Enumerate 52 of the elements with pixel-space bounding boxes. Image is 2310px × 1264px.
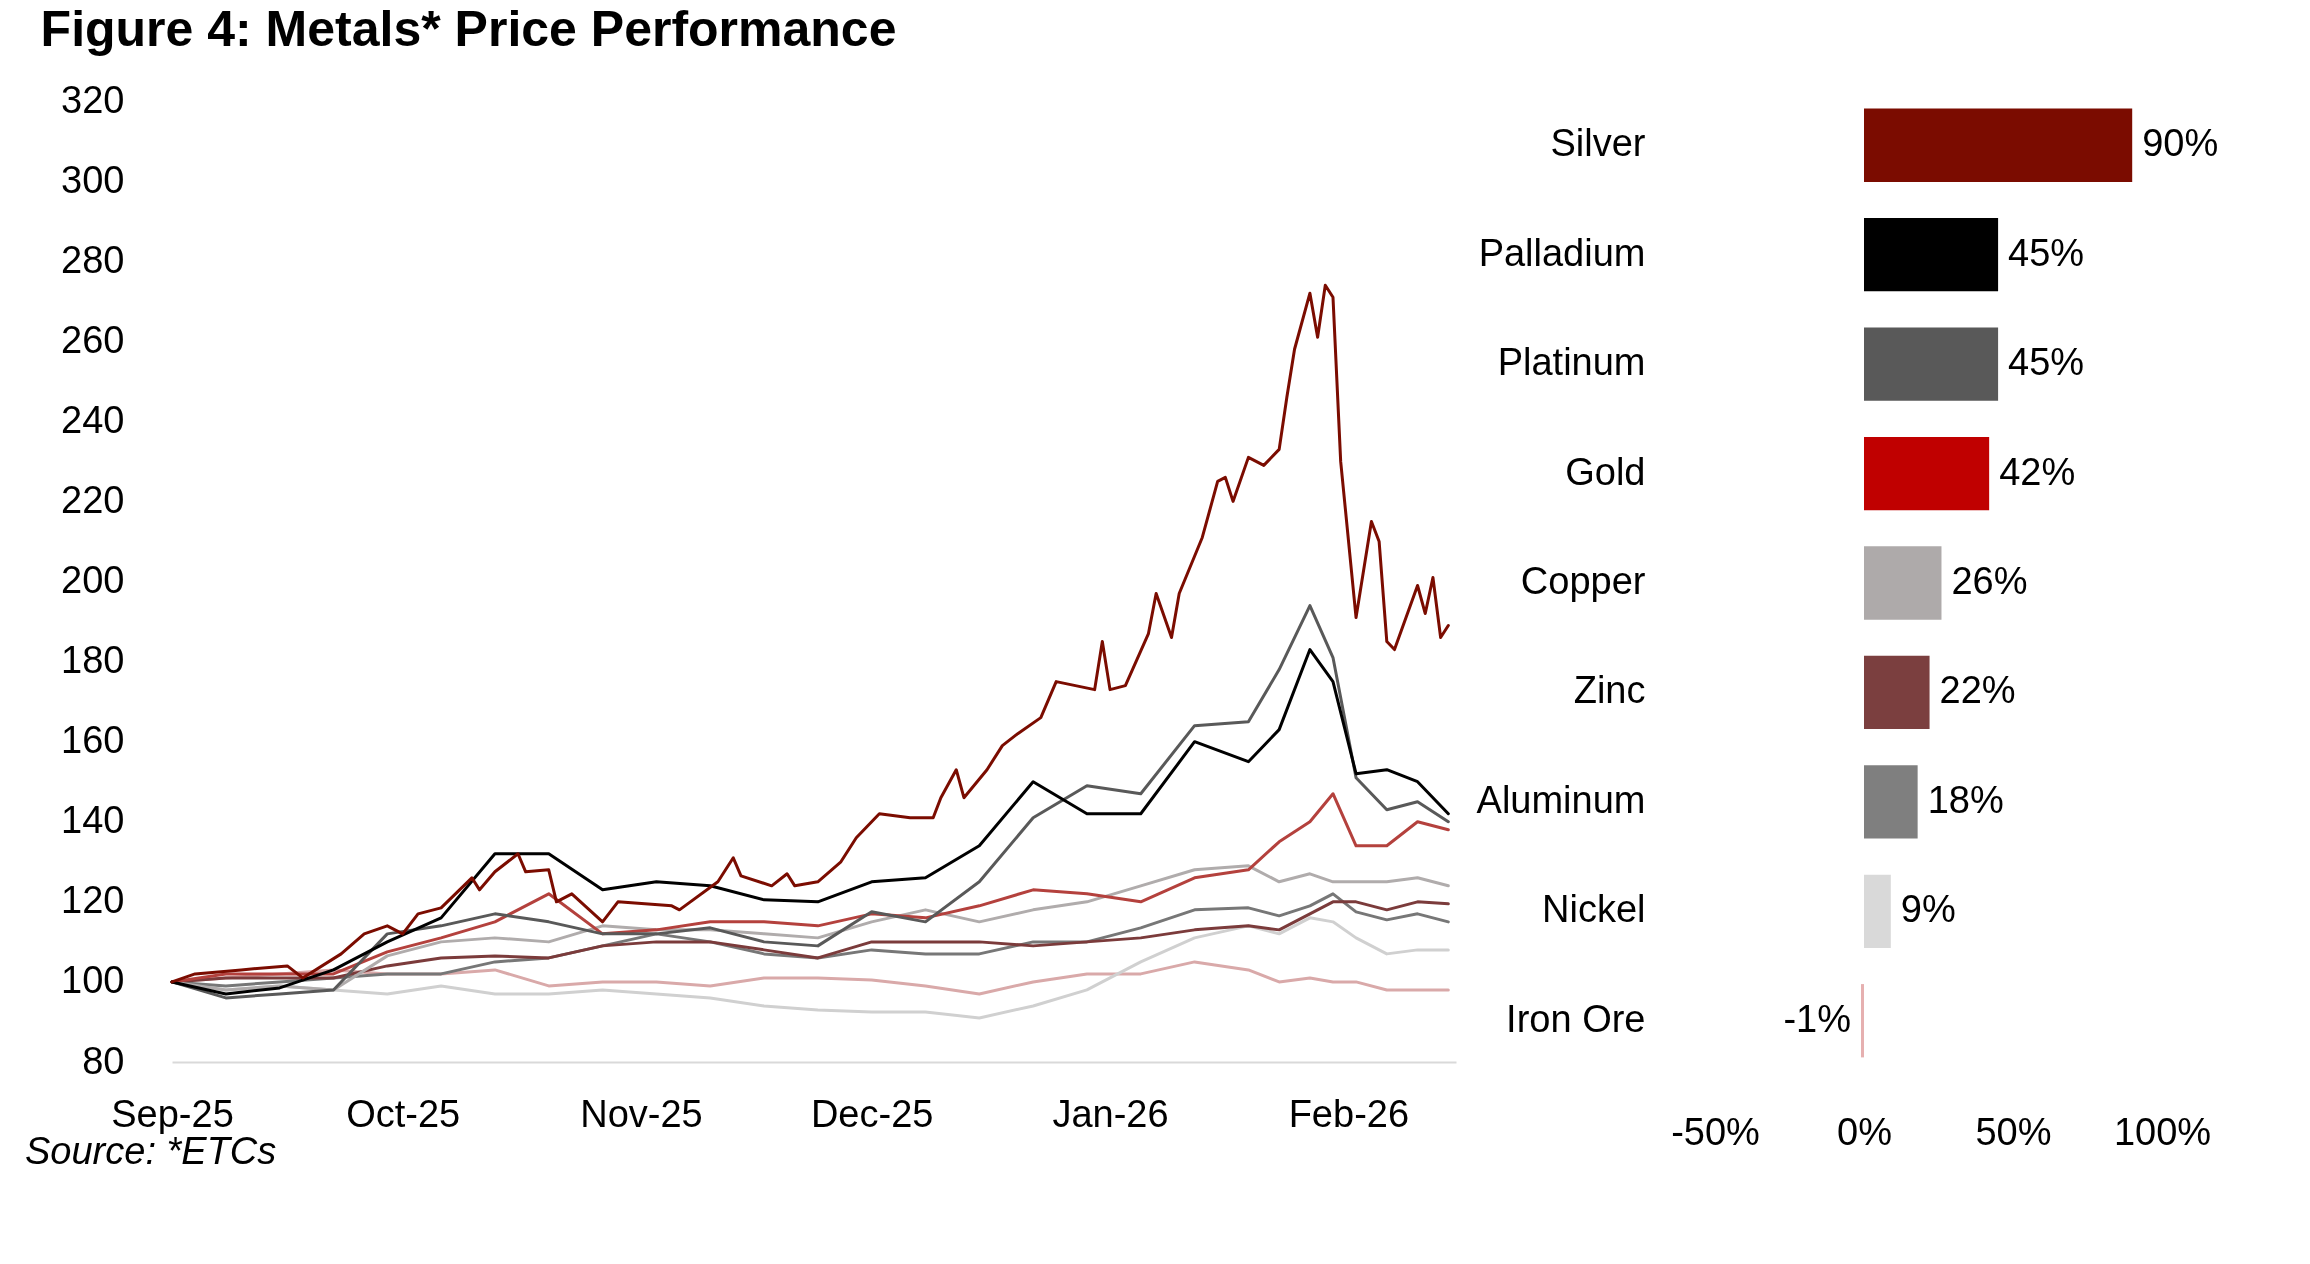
x-tick-label: 50% — [1975, 1110, 2052, 1153]
y-tick-label: 180 — [61, 639, 125, 682]
y-tick-label: 140 — [61, 799, 125, 842]
y-tick-label: 280 — [61, 238, 125, 281]
data-label: 26% — [1951, 560, 2028, 602]
y-tick-label: Nickel — [1542, 888, 1646, 931]
y-tick-label: Gold — [1565, 450, 1646, 493]
x-tick-label: Sep-25 — [111, 1092, 234, 1135]
y-tick-label: Iron Ore — [1506, 997, 1646, 1040]
bar — [1864, 765, 1918, 839]
y-tick-label: Palladium — [1478, 231, 1646, 274]
bar — [1864, 327, 1999, 401]
y-tick-label: 100 — [61, 959, 125, 1002]
data-label: 9% — [1900, 888, 1956, 931]
bar — [1864, 546, 1942, 620]
data-label: 45% — [2008, 341, 2085, 384]
x-tick-label: Nov-25 — [580, 1092, 703, 1135]
data-label: 90% — [2142, 122, 2219, 165]
y-tick-label: 300 — [61, 158, 125, 201]
x-tick-label: Jan-26 — [1052, 1092, 1169, 1135]
y-tick-label: 220 — [61, 478, 125, 521]
bar — [1864, 218, 1999, 292]
x-tick-label: 100% — [2113, 1110, 2212, 1153]
x-tick-label: Dec-25 — [810, 1092, 934, 1135]
bar — [1864, 655, 1930, 730]
y-tick-label: Copper — [1520, 560, 1646, 602]
bar — [1864, 436, 1990, 511]
y-tick-label: 80 — [82, 1039, 125, 1082]
x-tick-label: Oct-25 — [346, 1092, 461, 1135]
data-label: 42% — [1999, 450, 2076, 493]
y-tick-label: 200 — [61, 559, 125, 601]
data-label: 45% — [2008, 231, 2085, 274]
bar — [1864, 108, 2133, 182]
y-tick-label: 240 — [61, 398, 125, 441]
x-tick-label: -50% — [1671, 1110, 1760, 1153]
y-tick-label: 260 — [61, 318, 125, 361]
y-tick-label: Aluminum — [1476, 778, 1646, 821]
y-tick-label: Silver — [1550, 122, 1646, 165]
x-tick-label: Feb-26 — [1288, 1092, 1410, 1135]
y-tick-label: Zinc — [1573, 669, 1646, 712]
y-tick-label: Platinum — [1497, 341, 1646, 384]
y-tick-label: 320 — [61, 78, 125, 121]
bar — [1864, 874, 1891, 948]
line-series — [170, 283, 1450, 984]
x-tick-label: 0% — [1837, 1110, 1892, 1153]
bar — [1861, 984, 1864, 1058]
y-tick-label: 120 — [61, 879, 125, 922]
chart-title: Figure 4: Metals* Price Performance — [40, 1, 897, 57]
data-label: -1% — [1783, 997, 1852, 1040]
data-label: 22% — [1939, 669, 2016, 712]
y-tick-label: 160 — [61, 719, 125, 762]
data-label: 18% — [1927, 778, 2004, 821]
